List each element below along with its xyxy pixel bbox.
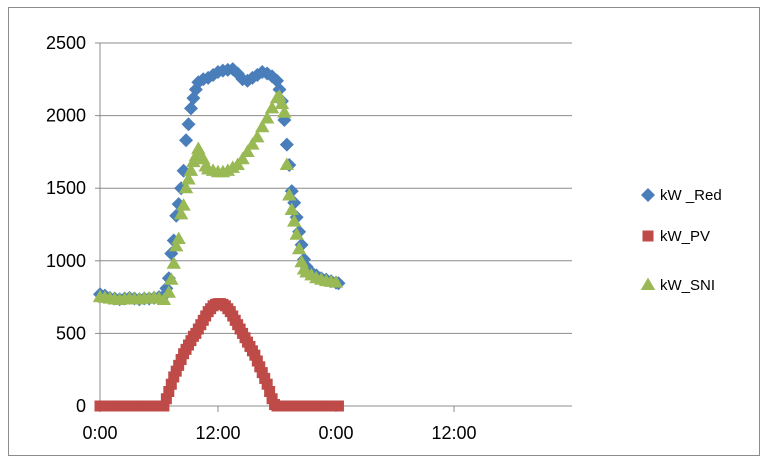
data-point-triangle — [178, 180, 194, 194]
data-point-triangle — [164, 272, 179, 285]
legend-item: kW_PV — [642, 228, 710, 245]
data-point-triangle — [279, 157, 295, 171]
y-tick-label: 500 — [56, 323, 86, 343]
series-1 — [94, 298, 344, 412]
data-point-square — [266, 393, 278, 405]
data-point-square — [165, 378, 177, 390]
data-point-triangle — [328, 275, 344, 288]
data-point-triangle — [161, 285, 177, 298]
data-point-triangle — [173, 206, 189, 220]
data-point-triangle — [169, 238, 184, 252]
data-point-square — [256, 367, 268, 379]
data-point-triangle — [284, 202, 299, 216]
legend-item: kW _Red — [641, 187, 722, 204]
data-point-triangle — [176, 198, 191, 211]
data-point-square — [173, 359, 185, 371]
data-point-diamond — [181, 117, 196, 132]
data-point-square — [163, 385, 175, 397]
data-point-square — [332, 400, 344, 412]
data-point-triangle — [245, 137, 260, 150]
axes — [95, 42, 572, 412]
legend-item: kW_SNI — [640, 277, 715, 294]
x-axis-tick-labels: 0:00 12:00 0:00 12:00 — [82, 423, 476, 443]
data-point-square — [249, 349, 261, 361]
data-point-triangle — [171, 231, 186, 245]
legend-label: kW_PV — [660, 228, 710, 245]
data-point-triangle — [235, 151, 250, 165]
data-point-triangle — [264, 100, 280, 114]
data-point-square — [254, 361, 266, 373]
data-point-square — [170, 365, 182, 377]
series-2 — [92, 89, 344, 306]
legend: kW _Red kW_PV kW_SNI — [640, 187, 722, 294]
legend-marker-square — [642, 230, 654, 242]
y-tick-label: 2500 — [46, 33, 86, 53]
y-tick-label: 2000 — [46, 106, 86, 126]
data-point-square — [175, 354, 187, 366]
data-point-triangle — [166, 256, 181, 269]
data-point-triangle — [156, 292, 172, 306]
data-point-triangle — [289, 227, 304, 240]
data-point-diamond — [179, 133, 194, 148]
data-point-triangle — [250, 129, 265, 143]
x-tick-label: 12:00 — [195, 423, 240, 443]
legend-marker-diamond — [641, 188, 655, 202]
data-point-triangle — [255, 119, 270, 133]
data-point-square — [158, 400, 170, 412]
data-point-triangle — [287, 214, 302, 227]
x-tick-label: 0:00 — [318, 423, 353, 443]
data-point-square — [251, 355, 263, 367]
data-point-triangle — [282, 188, 297, 201]
chart-area — [8, 7, 760, 456]
data-point-square — [160, 393, 172, 405]
data-point-triangle — [277, 105, 292, 118]
plot-series — [92, 62, 346, 412]
data-point-triangle — [259, 111, 275, 124]
legend-label: kW_SNI — [660, 277, 715, 294]
data-point-square — [261, 378, 273, 390]
legend-label: kW _Red — [660, 187, 722, 204]
y-tick-label: 0 — [76, 396, 86, 416]
data-point-square — [168, 371, 180, 383]
data-point-diamond — [183, 101, 198, 116]
data-point-triangle — [274, 96, 290, 110]
y-tick-label: 1000 — [46, 251, 86, 271]
data-point-triangle — [181, 172, 196, 185]
data-point-square — [264, 385, 276, 397]
y-tick-label: 1500 — [46, 178, 86, 198]
x-tick-label: 12:00 — [431, 423, 476, 443]
data-point-square — [259, 372, 271, 384]
data-point-triangle — [183, 163, 199, 176]
data-point-diamond — [279, 137, 294, 152]
data-point-triangle — [240, 144, 255, 157]
x-tick-label: 0:00 — [82, 423, 117, 443]
data-point-triangle — [291, 241, 307, 255]
y-axis-tick-labels: 0 500 1000 1500 2000 2500 — [46, 33, 86, 416]
legend-marker-triangle — [640, 277, 656, 291]
